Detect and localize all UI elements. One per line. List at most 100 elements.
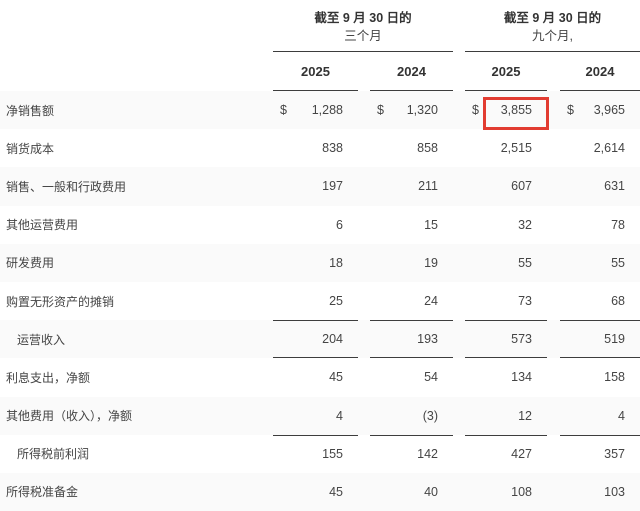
value-text: 573	[511, 332, 532, 347]
row-label: 购置无形资产的摊销	[6, 294, 115, 309]
cell-value: 134	[465, 358, 547, 396]
value-text: 858	[417, 141, 438, 156]
group-title: 截至 9 月 30 日的	[314, 11, 412, 25]
row-label: 所得税准备金	[6, 485, 79, 500]
value-text: 158	[604, 370, 625, 385]
cell-value: 142	[370, 434, 453, 473]
currency-symbol: $	[280, 103, 287, 118]
row-label: 其他费用（收入），净额	[6, 409, 133, 424]
value-text: 197	[322, 179, 343, 194]
table-row: 利息支出，净额 45 54 134 158	[0, 358, 640, 396]
value-text: 155	[322, 447, 343, 462]
value-text: 4	[618, 408, 625, 423]
table-row: 运营收入 204 193 573 519	[0, 320, 640, 359]
value-text: 6	[336, 217, 343, 232]
value-text: 519	[604, 332, 625, 347]
cell-value: $1,320	[370, 91, 453, 129]
table-row: 购置无形资产的摊销 25 24 73 68	[0, 282, 640, 320]
value-text: 357	[604, 447, 625, 462]
value-text: 18	[329, 255, 343, 270]
cell-value: 15	[370, 206, 453, 244]
value-text: 15	[424, 217, 438, 232]
cell-value: 54	[370, 358, 453, 396]
year-header: 2024	[370, 52, 453, 91]
cell-value: 78	[560, 206, 640, 244]
value-text: (3)	[422, 408, 438, 423]
cell-value: (3)	[370, 397, 453, 435]
value-text: 19	[424, 255, 438, 270]
value-text: 2,614	[593, 141, 625, 156]
cell-value: 6	[273, 206, 358, 244]
cell-value: 158	[560, 358, 640, 396]
highlight-box	[483, 97, 549, 130]
cell-value: 45	[273, 473, 358, 511]
value-text: 45	[329, 370, 343, 385]
cell-value: $3,855	[465, 91, 547, 129]
cell-value: 19	[370, 244, 453, 282]
cell-value: 197	[273, 167, 358, 205]
row-label: 利息支出，净额	[6, 370, 91, 385]
value-text: 211	[418, 179, 438, 194]
value-text: 427	[511, 447, 532, 462]
col-group-three-months: 截至 9 月 30 日的 三个月	[273, 0, 453, 52]
cell-value: 838	[273, 129, 358, 167]
cell-value: 2,515	[465, 129, 547, 167]
table-row: 销售、一般和行政费用 197 211 607 631	[0, 167, 640, 206]
value-text: 631	[604, 179, 625, 194]
year-header: 2025	[273, 52, 358, 91]
value-text: 1,320	[406, 103, 438, 118]
value-text: 108	[511, 484, 532, 499]
row-label: 净销售额	[6, 103, 55, 118]
row-label: 销货成本	[6, 141, 55, 156]
value-text: 45	[329, 484, 343, 499]
cell-value: 108	[465, 473, 547, 511]
table-row: 所得税前利润 155 142 427 357	[0, 434, 640, 473]
group-subtitle: 三个月	[344, 29, 382, 43]
value-text: 78	[611, 217, 625, 232]
cell-value: 858	[370, 129, 453, 167]
currency-symbol: $	[472, 103, 479, 118]
value-text: 55	[518, 255, 532, 270]
cell-value: 204	[273, 320, 358, 359]
value-text: 3,855	[500, 103, 532, 118]
cell-value: $3,965	[560, 91, 640, 129]
table-row: 所得税准备金 45 40 108 103	[0, 472, 640, 511]
cell-value: 103	[560, 473, 640, 511]
group-subtitle: 九个月,	[532, 29, 573, 43]
cell-value: 32	[465, 206, 547, 244]
cell-value: 24	[370, 282, 453, 320]
value-text: 204	[322, 332, 343, 347]
year-header: 2025	[465, 52, 547, 91]
cell-value: 4	[560, 397, 640, 435]
value-text: 142	[417, 447, 438, 462]
value-text: 68	[611, 294, 625, 309]
col-group-nine-months: 截至 9 月 30 日的 九个月,	[465, 0, 640, 52]
value-text: 25	[329, 294, 343, 309]
value-text: 1,288	[311, 103, 343, 118]
cell-value: 211	[370, 167, 453, 205]
currency-symbol: $	[567, 103, 574, 118]
cell-value: 55	[560, 244, 640, 282]
value-text: 32	[518, 217, 532, 232]
cell-value: 12	[465, 397, 547, 435]
value-text: 838	[322, 141, 343, 156]
value-text: 40	[424, 484, 438, 499]
cell-value: 55	[465, 244, 547, 282]
value-text: 24	[424, 294, 438, 309]
cell-value: 631	[560, 167, 640, 205]
cell-value: 357	[560, 434, 640, 473]
cell-value: 40	[370, 473, 453, 511]
row-label: 销售、一般和行政费用	[6, 179, 127, 194]
cell-value: $1,288	[273, 91, 358, 129]
table-header-groups: 截至 9 月 30 日的 三个月 截至 9 月 30 日的 九个月,	[0, 0, 640, 52]
value-text: 3,965	[593, 103, 625, 118]
cell-value: 73	[465, 282, 547, 320]
value-text: 2,515	[500, 141, 532, 156]
cell-value: 193	[370, 320, 453, 359]
row-label: 所得税前利润	[17, 447, 90, 462]
cell-value: 607	[465, 167, 547, 205]
value-text: 193	[417, 332, 438, 347]
table-row: 研发费用 18 19 55 55	[0, 243, 640, 282]
cell-value: 18	[273, 244, 358, 282]
